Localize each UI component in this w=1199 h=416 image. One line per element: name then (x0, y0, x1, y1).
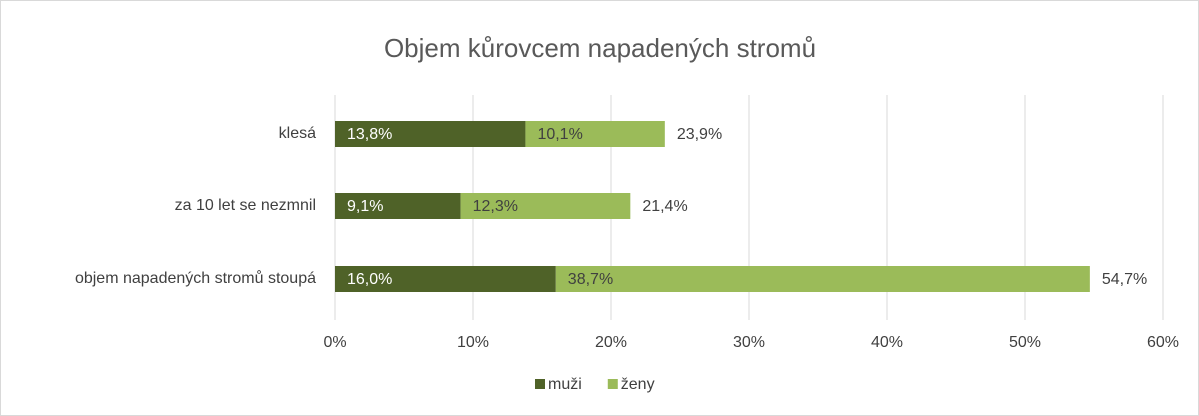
legend-label: muži (548, 376, 582, 393)
bar-segment (335, 193, 461, 219)
legend-swatch (535, 379, 545, 389)
total-label: 54,7% (1102, 271, 1147, 288)
x-tick-label: 0% (323, 334, 346, 351)
x-tick-label: 10% (457, 334, 489, 351)
x-tick-label: 20% (595, 334, 627, 351)
data-label: 38,7% (568, 271, 613, 288)
data-label: 9,1% (347, 198, 383, 215)
y-tick-label: objem napadených stromů stoupá (75, 269, 316, 287)
bar-segment (525, 121, 665, 147)
data-label: 10,1% (537, 126, 582, 143)
total-label: 21,4% (642, 198, 687, 215)
bar-segment (335, 266, 556, 292)
data-label: 12,3% (473, 198, 518, 215)
x-tick-label: 50% (1009, 334, 1041, 351)
x-tick-label: 40% (871, 334, 903, 351)
chart-title: Objem kůrovcem napadených stromů (384, 33, 816, 63)
data-label: 16,0% (347, 271, 392, 288)
y-tick-label: za 10 let se nezmnil (175, 197, 316, 214)
bar-segment (335, 121, 526, 147)
total-label: 23,9% (677, 126, 722, 143)
x-tick-label: 30% (733, 334, 765, 351)
data-label: 13,8% (347, 126, 392, 143)
y-tick-label: klesá (279, 125, 316, 142)
bar-segment (555, 266, 1090, 292)
legend-swatch (607, 379, 618, 389)
x-tick-label: 60% (1147, 334, 1179, 351)
bar-segment (460, 193, 631, 219)
legend-label: ženy (621, 376, 655, 393)
